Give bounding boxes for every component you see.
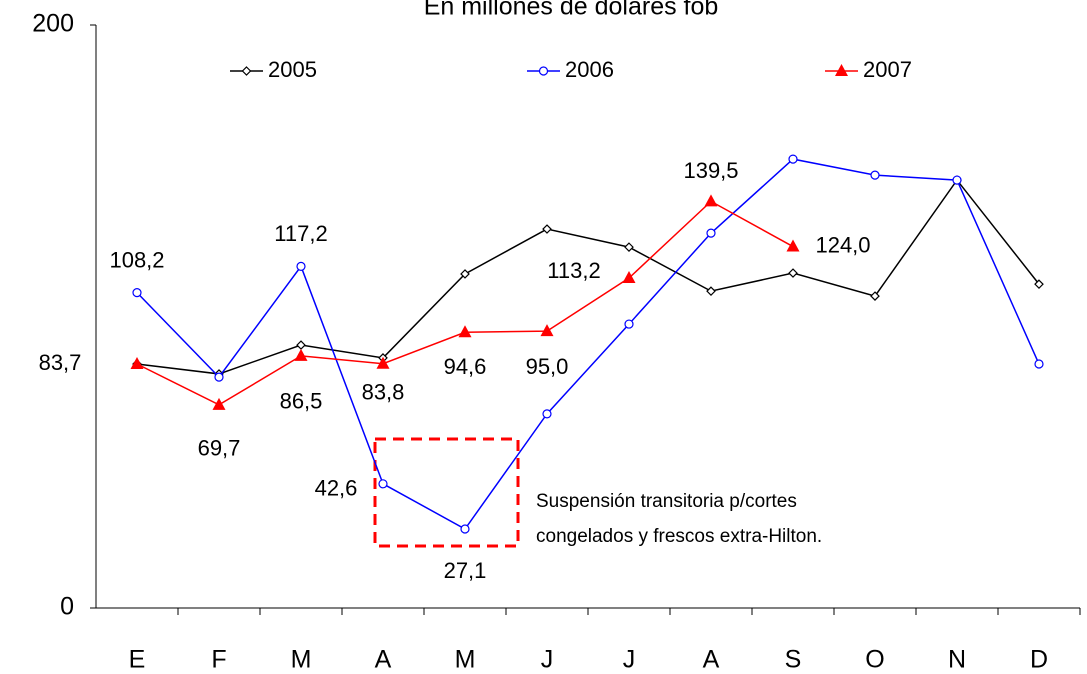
data-label: 27,1 [444, 558, 487, 583]
data-label: 94,6 [444, 354, 487, 379]
data-point [704, 194, 718, 207]
data-label: 124,0 [815, 232, 870, 257]
series-line [136, 178, 1040, 375]
y-tick-label: 0 [60, 593, 74, 621]
data-point [296, 261, 306, 271]
x-tick-label: D [1030, 646, 1048, 674]
data-point [294, 348, 308, 361]
legend-marker [538, 66, 549, 76]
legend-marker [241, 66, 252, 76]
data-label: 108,2 [109, 247, 164, 272]
data-label: 86,5 [280, 389, 323, 414]
data-point [460, 524, 470, 534]
data-point [540, 324, 554, 337]
x-tick-label: A [703, 646, 720, 674]
data-label: 42,6 [315, 476, 358, 501]
x-tick-label: J [623, 646, 636, 674]
legend-marker [835, 64, 848, 76]
data-point [788, 154, 798, 164]
legend-label: 2006 [565, 57, 614, 82]
data-label: 69,7 [198, 436, 241, 461]
data-point [706, 286, 716, 296]
x-tick-label: M [291, 646, 312, 674]
data-label: 113,2 [547, 258, 600, 283]
data-point [376, 356, 390, 369]
data-label: 139,5 [683, 158, 738, 183]
data-point [1034, 279, 1044, 289]
data-point [542, 409, 552, 419]
data-point [870, 170, 880, 180]
series-line [136, 158, 1040, 530]
x-tick-label: F [211, 646, 226, 674]
data-point [132, 287, 142, 298]
data-point [214, 372, 224, 382]
x-tick-label: A [375, 646, 392, 674]
data-point [624, 242, 634, 252]
data-point [624, 319, 634, 329]
x-tick-label: E [129, 646, 146, 674]
data-point [296, 340, 306, 350]
data-label: 83,7 [39, 350, 82, 375]
data-point [130, 357, 144, 370]
data-point [460, 269, 470, 279]
data-label: 95,0 [526, 354, 569, 379]
annotation: Suspensión transitoria p/cortes [536, 491, 797, 512]
data-point [952, 175, 962, 185]
data-point [870, 291, 880, 301]
annotation: congelados y frescos extra-Hilton. [536, 526, 822, 547]
y-tick-label: 200 [32, 10, 74, 38]
data-point [706, 228, 716, 238]
data-point [786, 239, 800, 252]
data-point [788, 268, 798, 278]
data-point [212, 397, 226, 410]
data-point [622, 271, 636, 284]
data-point [1034, 359, 1044, 369]
x-tick-label: O [865, 646, 884, 674]
data-point [458, 325, 472, 338]
data-point [542, 224, 552, 234]
legend-label: 2005 [268, 57, 317, 82]
x-tick-label: M [455, 646, 476, 674]
data-point [378, 479, 388, 489]
data-label: 117,2 [274, 221, 327, 246]
chart-title: En millones de dólares fob [424, 0, 719, 21]
x-tick-label: J [541, 646, 554, 674]
x-tick-label: S [785, 646, 802, 674]
annotation-box [373, 437, 520, 548]
data-label: 83,8 [362, 380, 405, 405]
legend-label: 2007 [863, 57, 912, 82]
x-tick-label: N [948, 646, 966, 674]
